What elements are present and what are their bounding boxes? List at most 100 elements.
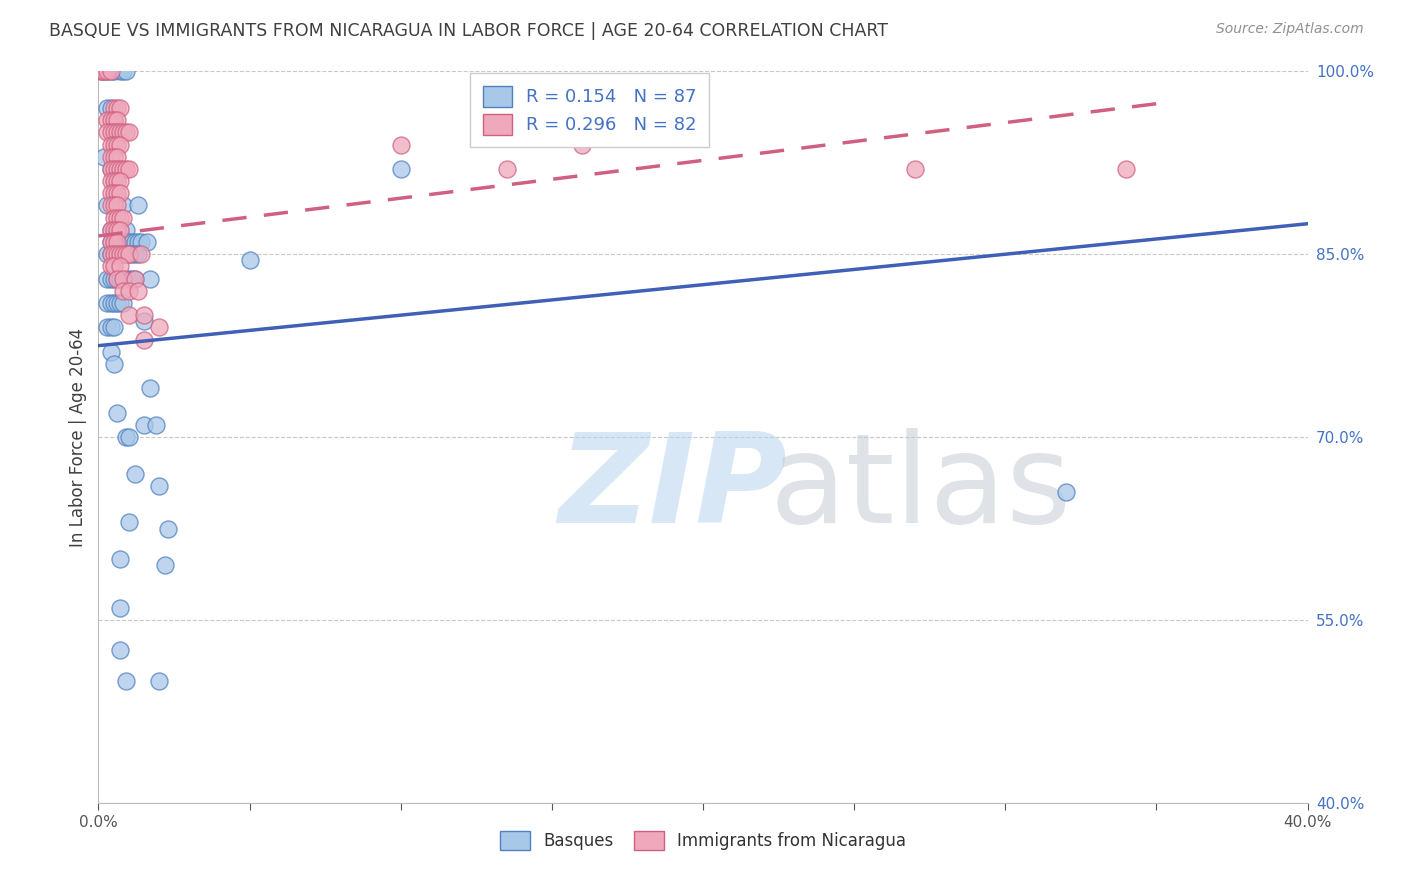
Point	[111, 211, 134, 225]
Point	[103, 260, 125, 274]
Point	[103, 186, 125, 201]
Point	[96, 64, 118, 78]
Point	[93, 64, 115, 78]
Point	[105, 235, 128, 249]
Point	[105, 101, 128, 115]
Point	[100, 296, 122, 310]
Point	[114, 271, 136, 285]
Point	[103, 247, 125, 261]
Point	[1054, 484, 1077, 499]
Point	[103, 223, 125, 237]
Point	[132, 314, 155, 328]
Point	[114, 64, 136, 78]
Point	[153, 558, 176, 573]
Point	[100, 223, 122, 237]
Point	[103, 247, 125, 261]
Point	[100, 64, 122, 78]
Point	[93, 150, 115, 164]
Point	[96, 271, 118, 285]
Point	[1115, 161, 1137, 176]
Point	[114, 223, 136, 237]
Point	[108, 260, 131, 274]
Point	[571, 137, 593, 152]
Point	[118, 430, 141, 444]
Point	[100, 161, 122, 176]
Point	[124, 467, 146, 481]
Point	[121, 235, 143, 249]
Point	[100, 174, 122, 188]
Point	[100, 125, 122, 139]
Y-axis label: In Labor Force | Age 20-64: In Labor Force | Age 20-64	[69, 327, 87, 547]
Point	[118, 284, 141, 298]
Point	[105, 271, 128, 285]
Point	[118, 271, 141, 285]
Point	[904, 161, 927, 176]
Point	[105, 174, 128, 188]
Point	[111, 247, 134, 261]
Point	[114, 161, 136, 176]
Point	[132, 333, 155, 347]
Point	[127, 235, 149, 249]
Point	[108, 137, 131, 152]
Point	[103, 235, 125, 249]
Point	[103, 271, 125, 285]
Point	[124, 247, 146, 261]
Point	[100, 235, 122, 249]
Point	[111, 247, 134, 261]
Point	[105, 150, 128, 164]
Point	[118, 125, 141, 139]
Point	[129, 235, 152, 249]
Point	[105, 223, 128, 237]
Point	[111, 125, 134, 139]
Point	[108, 64, 131, 78]
Point	[100, 161, 122, 176]
Point	[108, 247, 131, 261]
Point	[100, 235, 122, 249]
Point	[124, 235, 146, 249]
Point	[100, 64, 122, 78]
Text: Source: ZipAtlas.com: Source: ZipAtlas.com	[1216, 22, 1364, 37]
Point	[105, 211, 128, 225]
Point	[389, 137, 412, 152]
Point	[118, 308, 141, 322]
Point	[100, 247, 122, 261]
Point	[139, 271, 162, 285]
Point	[105, 296, 128, 310]
Point	[96, 101, 118, 115]
Point	[389, 161, 412, 176]
Point	[111, 296, 134, 310]
Point	[100, 247, 122, 261]
Point	[105, 271, 128, 285]
Point	[103, 174, 125, 188]
Point	[108, 223, 131, 237]
Point	[103, 113, 125, 128]
Point	[105, 247, 128, 261]
Point	[121, 271, 143, 285]
Point	[111, 64, 134, 78]
Point	[108, 223, 131, 237]
Point	[96, 64, 118, 78]
Point	[100, 344, 122, 359]
Point	[114, 247, 136, 261]
Legend: Basques, Immigrants from Nicaragua: Basques, Immigrants from Nicaragua	[494, 824, 912, 856]
Point	[103, 235, 125, 249]
Point	[100, 150, 122, 164]
Point	[103, 174, 125, 188]
Point	[103, 161, 125, 176]
Point	[105, 125, 128, 139]
Point	[148, 320, 170, 334]
Point	[103, 150, 125, 164]
Point	[129, 247, 152, 261]
Point	[124, 271, 146, 285]
Point	[111, 198, 134, 212]
Point	[148, 673, 170, 688]
Point	[100, 260, 122, 274]
Point	[118, 247, 141, 261]
Text: ZIP: ZIP	[558, 428, 786, 549]
Point	[118, 247, 141, 261]
Point	[111, 235, 134, 249]
Point	[108, 247, 131, 261]
Point	[103, 101, 125, 115]
Point	[111, 271, 134, 285]
Point	[96, 125, 118, 139]
